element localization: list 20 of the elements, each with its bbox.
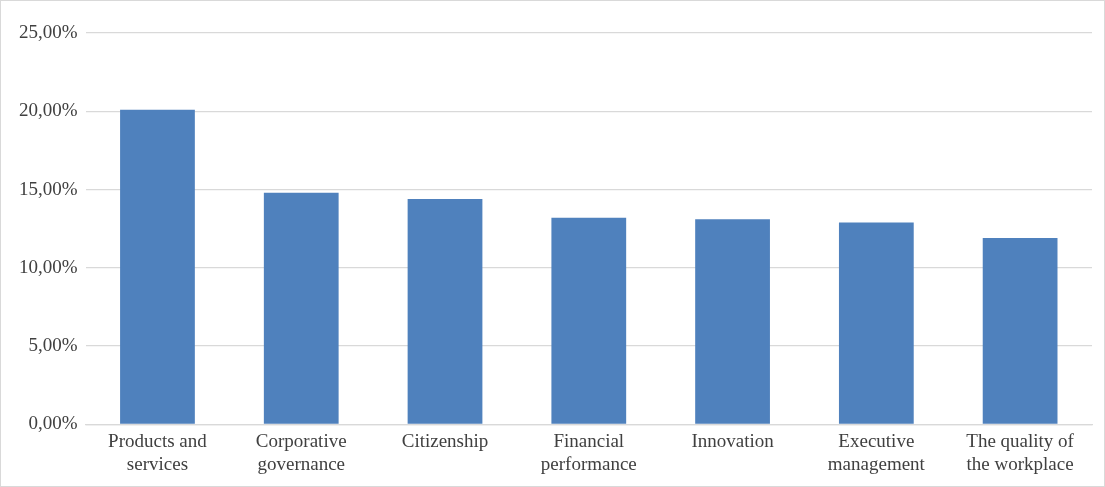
x-tick-label: Financial performance	[540, 429, 637, 474]
bar	[695, 219, 770, 424]
y-tick-label: 15,00%	[19, 177, 78, 199]
bar	[838, 222, 914, 424]
x-tick-label: Innovation	[691, 429, 775, 451]
x-tick-label: Corporative governance	[255, 429, 347, 474]
x-tick-label: Citizenship	[401, 429, 489, 451]
y-tick-label: 0,00%	[28, 412, 78, 434]
x-tick-label: Products and services	[108, 429, 208, 474]
y-tick-label: 5,00%	[28, 334, 78, 356]
bar	[120, 109, 195, 424]
bar	[982, 238, 1058, 424]
x-tick-label: The quality of the workplace	[966, 429, 1075, 474]
y-tick-label: 25,00%	[19, 20, 78, 42]
bar	[263, 192, 339, 424]
y-tick-label: 10,00%	[19, 255, 78, 277]
y-tick-label: 20,00%	[19, 99, 78, 121]
bar	[407, 198, 483, 424]
bar	[551, 217, 627, 424]
x-tick-label: Executive management	[827, 429, 926, 474]
